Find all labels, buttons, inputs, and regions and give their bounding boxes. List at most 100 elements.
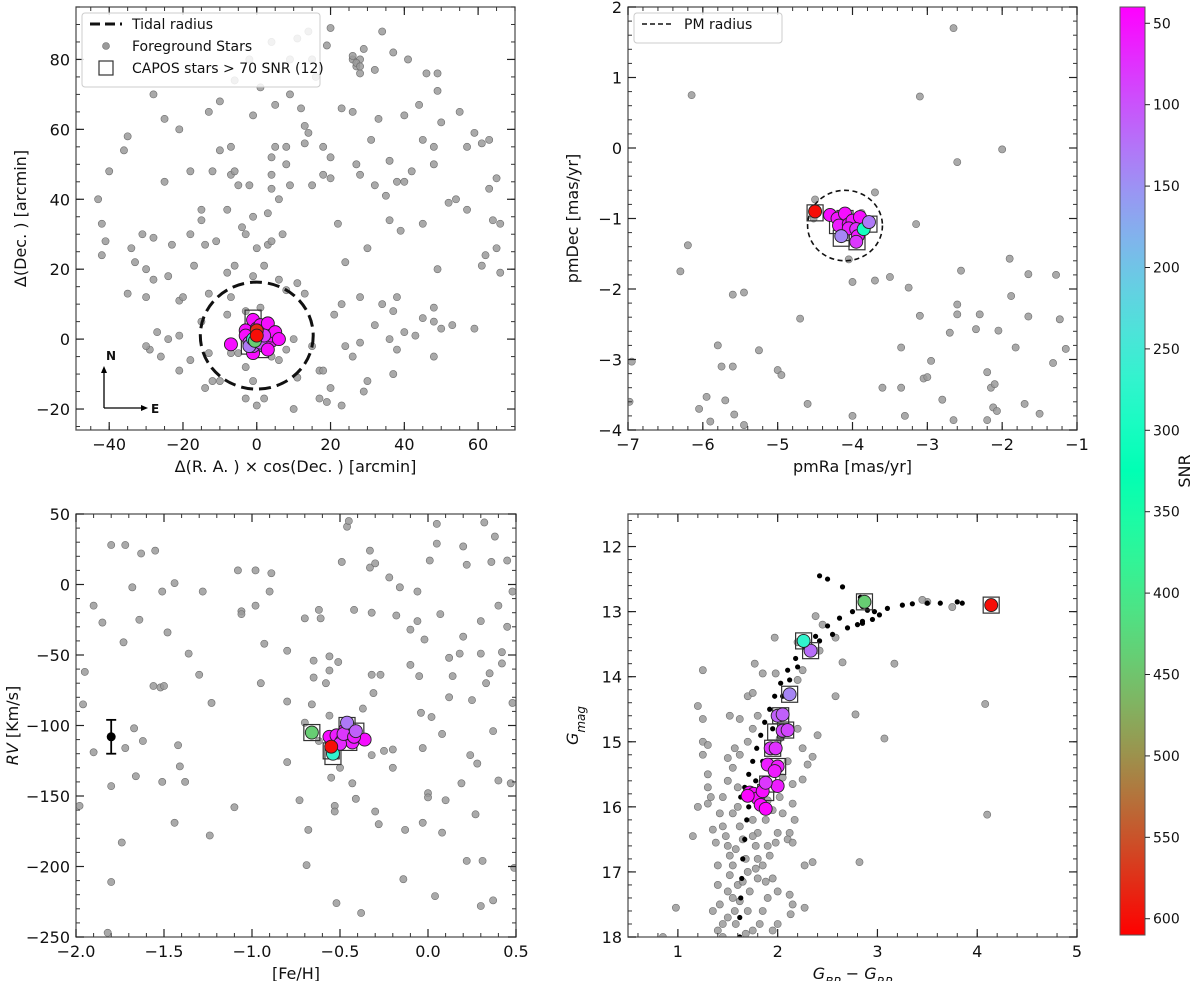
foreground-star	[429, 160, 438, 169]
member-star	[340, 715, 354, 730]
foreground-star	[101, 237, 110, 246]
foreground-star	[190, 261, 198, 270]
foreground-star	[725, 851, 734, 860]
foreground-star	[723, 776, 732, 785]
foreground-star	[295, 796, 304, 805]
foreground-star	[164, 272, 173, 281]
foreground-star	[748, 724, 757, 733]
foreground-star	[400, 111, 409, 120]
foreground-star	[800, 861, 809, 870]
isochrone-point	[876, 612, 883, 618]
isochrone-point	[812, 633, 819, 639]
member-star	[780, 723, 795, 738]
foreground-star	[750, 659, 759, 668]
foreground-star	[163, 628, 172, 637]
foreground-star	[718, 822, 727, 831]
foreground-star	[337, 401, 346, 410]
y-axis-label: RV [Km/s]	[3, 686, 22, 765]
foreground-star	[753, 711, 762, 720]
x-tick-label: 60	[468, 435, 488, 454]
foreground-star	[234, 181, 243, 190]
member-star	[324, 739, 339, 754]
foreground-star	[438, 730, 446, 738]
plot-area	[659, 573, 1000, 937]
foreground-star	[494, 776, 503, 785]
foreground-star	[713, 341, 722, 350]
foreground-star	[702, 392, 711, 401]
foreground-star	[463, 142, 471, 151]
foreground-star	[773, 828, 782, 837]
foreground-star	[356, 338, 364, 347]
foreground-star	[953, 158, 962, 166]
foreground-star	[105, 167, 114, 176]
x-tick-label: −1.5	[145, 942, 184, 961]
foreground-star	[404, 55, 412, 64]
foreground-star	[477, 261, 486, 270]
foreground-star	[798, 666, 807, 675]
foreground-star	[160, 682, 168, 690]
colorbar-label: SNR	[1175, 454, 1194, 487]
colorbar-tick-label: 300	[1153, 423, 1180, 439]
foreground-star	[137, 549, 146, 558]
foreground-star	[748, 832, 757, 841]
foreground-star	[723, 754, 732, 762]
foreground-star	[406, 660, 415, 669]
foreground-star	[327, 773, 336, 782]
foreground-star	[741, 929, 750, 937]
foreground-star	[223, 268, 232, 277]
foreground-star	[138, 230, 147, 239]
member-star	[249, 328, 264, 343]
foreground-star	[97, 251, 106, 260]
foreground-star	[293, 279, 302, 288]
foreground-star	[788, 799, 797, 808]
x-tick-label: −40	[92, 435, 126, 454]
foreground-star	[1049, 359, 1057, 367]
colorbar-tick-label: 500	[1153, 749, 1180, 765]
foreground-star	[230, 803, 239, 812]
foreground-star	[468, 696, 476, 705]
foreground-star	[322, 398, 331, 406]
foreground-star	[304, 825, 313, 834]
foreground-star	[818, 620, 827, 629]
y-tick-label: 18	[602, 928, 622, 947]
foreground-star	[158, 778, 167, 786]
foreground-star	[330, 807, 339, 816]
foreground-star	[389, 370, 398, 378]
y-tick-label: −1	[598, 210, 622, 229]
foreground-star	[444, 198, 453, 207]
foreground-star	[396, 226, 405, 235]
foreground-star	[793, 724, 802, 733]
x-tick-label: −1.0	[233, 942, 272, 961]
isochrone-point	[739, 875, 745, 882]
x-tick-label: −20	[166, 435, 200, 454]
foreground-star	[808, 752, 817, 761]
foreground-star	[348, 352, 357, 361]
isochrone-point	[772, 693, 778, 699]
y-tick-label: −250	[26, 928, 70, 947]
foreground-star	[98, 618, 107, 627]
foreground-star	[953, 300, 962, 309]
isochrone-point	[937, 600, 943, 606]
foreground-star	[393, 293, 401, 302]
foreground-star	[119, 638, 128, 647]
foreground-star	[708, 907, 717, 915]
foreground-star	[771, 669, 780, 678]
foreground-star	[344, 517, 353, 525]
foreground-star	[897, 383, 906, 392]
x-tick-label: −4	[841, 435, 865, 454]
foreground-star	[76, 801, 84, 810]
foreground-star	[314, 605, 323, 614]
sky-position-panel: −40 −20 0 20 40 60 −20 0 20 40 60 80 Δ(R. A. ) × cos…	[11, 6, 516, 476]
foreground-star	[309, 656, 318, 665]
foreground-star	[886, 273, 894, 281]
foreground-star	[498, 648, 506, 657]
foreground-star	[385, 335, 394, 344]
capos-star-square	[781, 685, 799, 703]
x-tick-label: −5	[766, 435, 790, 454]
foreground-star	[388, 745, 397, 754]
colorbar-tick-label: 150	[1153, 179, 1180, 195]
foreground-star	[429, 303, 438, 312]
isochrone-point	[746, 771, 752, 777]
foreground-star	[743, 868, 752, 876]
foreground-star	[796, 314, 805, 323]
